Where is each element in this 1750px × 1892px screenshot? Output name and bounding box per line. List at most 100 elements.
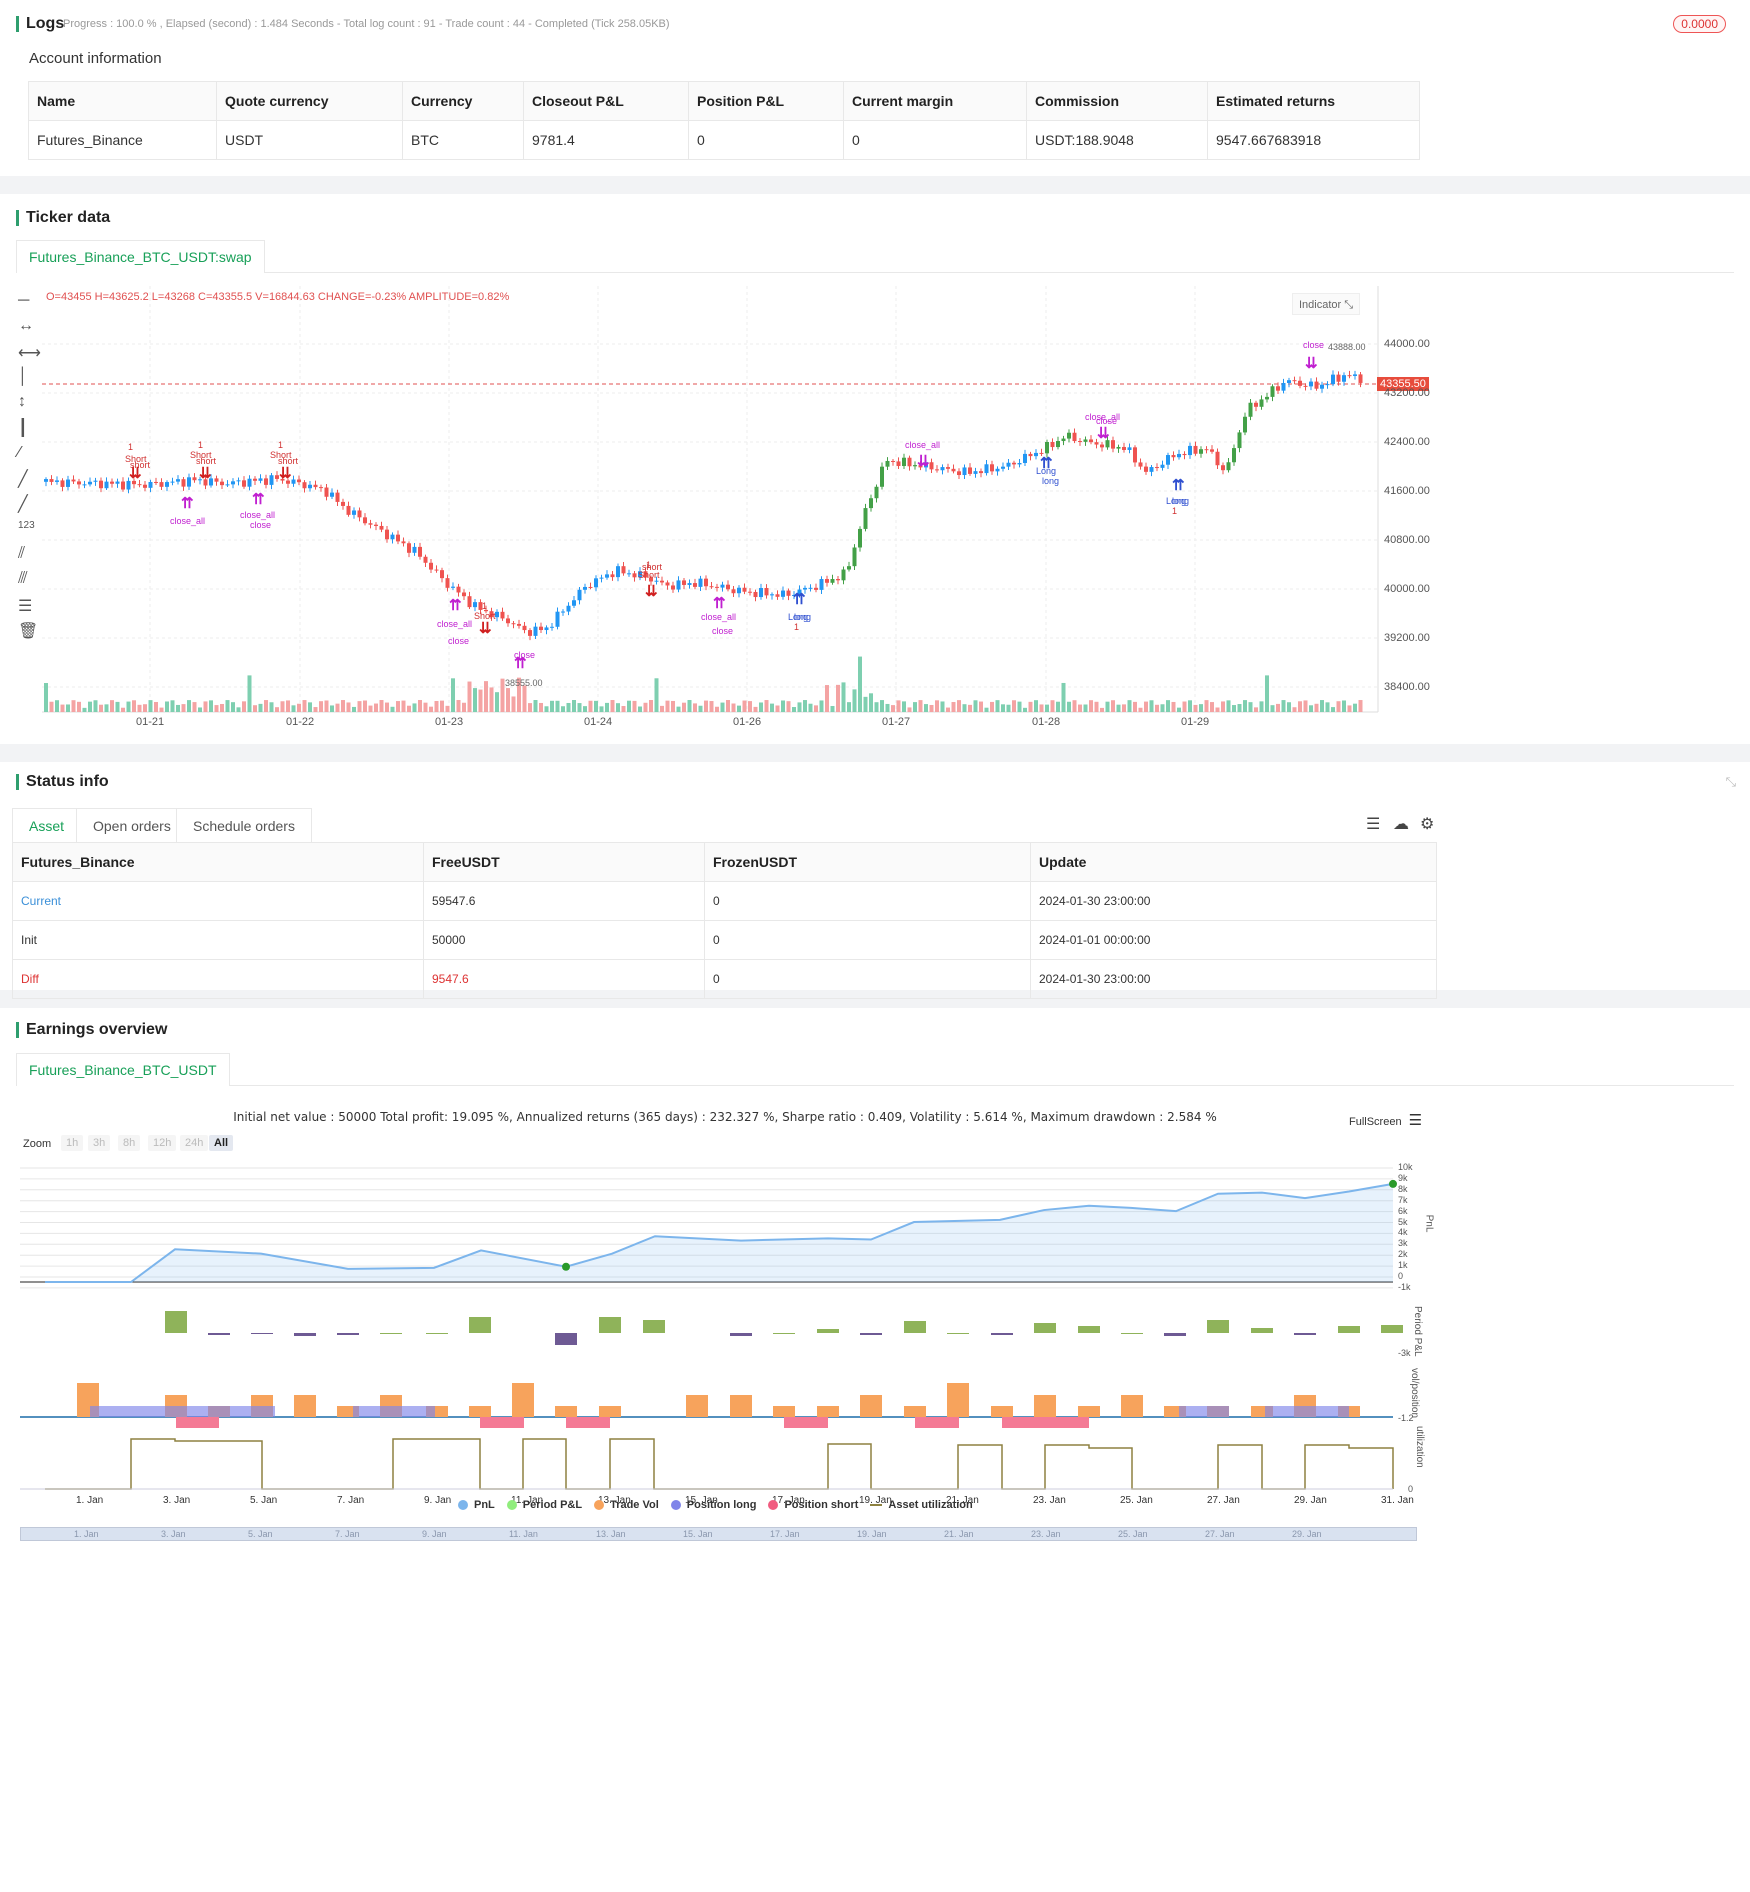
trade-vol-bar [817,1406,839,1417]
zoom-button-8h[interactable]: 8h [118,1135,141,1151]
signal-arrow-icon: ⇈ [1172,477,1185,494]
volume-bar [341,700,345,712]
volume-bar [1100,707,1104,712]
volume-bar [346,702,351,712]
trend-line-icon[interactable]: ⁄ [18,444,21,461]
candle-body [214,478,219,482]
candle-body [143,484,147,488]
candle-body [1012,462,1016,465]
volume-bar [1281,700,1286,712]
volume-bar [748,701,752,712]
tab-schedule-orders[interactable]: Schedule orders [176,808,312,843]
download-icon[interactable]: ☁ [1393,816,1409,833]
volume-bar [1083,704,1088,712]
volume-bar [1182,701,1187,712]
candle-body [1001,466,1005,469]
candle-body [77,481,81,485]
tab-asset[interactable]: Asset [12,808,82,843]
candle-body [660,580,664,583]
cell: 9781.4 [523,120,689,160]
period-pnl-bar [208,1333,230,1335]
trash-icon[interactable]: 🗑 [18,623,39,640]
price-tick: 39200.00 [1384,632,1430,644]
candle-body [753,591,758,598]
horizontal-segment-icon[interactable]: ⟷ [18,345,41,362]
position-short-bar [566,1417,610,1428]
legend-item[interactable]: Asset utilization [870,1499,973,1511]
candle-body [1089,439,1093,443]
volume-bar [660,705,664,712]
gear-icon[interactable]: ⚙ [1420,816,1435,833]
candle-body [1298,380,1302,386]
navigator-scrollbar[interactable] [20,1527,1417,1541]
vertical-ray-icon[interactable]: ↕ [18,393,26,410]
zoom-button-3h[interactable]: 3h [88,1135,111,1151]
candle-body [968,467,972,474]
ray-line-icon[interactable]: ╱ [18,471,28,488]
volume-bar [1012,700,1016,712]
volume-bar [594,700,598,712]
cell: 9547.667683918 [1207,120,1420,160]
parallel-line-icon[interactable]: ⫽ [18,545,26,562]
candle-body [550,626,554,628]
volume-bar [1347,705,1352,712]
legend-item[interactable]: Trade Vol [594,1499,659,1511]
candle-body [572,600,576,606]
price-line-icon[interactable]: 123 [18,520,35,531]
segment-line-icon[interactable]: ╱ [18,496,28,513]
candle-body [1050,442,1055,448]
zoom-button-All[interactable]: All [209,1135,234,1151]
period-pnl-bar [1381,1325,1403,1333]
nav-date-tick: 25. Jan [1118,1529,1148,1539]
zoom-button-24h[interactable]: 24h [180,1135,209,1151]
tab-open-orders[interactable]: Open orders [76,808,188,843]
candle-body [698,578,703,587]
vertical-segment-icon[interactable]: ┃ [18,420,28,437]
collapse-icon[interactable]: ⤡ [1725,774,1736,789]
candle-body [231,481,235,485]
legend-label: Period P&L [522,1499,583,1511]
grid-lines-icon[interactable]: ☰ [18,598,33,615]
volume-bar [423,702,428,712]
indicator-button[interactable]: Indicator ⤡ [1292,293,1361,315]
volume-bar [170,700,175,712]
volume-bar [924,704,928,712]
list-icon[interactable]: ☰ [1366,816,1381,833]
tab-ticker-symbol[interactable]: Futures_Binance_BTC_USDT:swap [16,240,265,273]
horizontal-line-icon[interactable]: ─ [18,292,30,309]
col-exchange: Futures_Binance [12,842,424,882]
volume-bar [137,704,142,712]
legend-item[interactable]: PnL [458,1499,495,1511]
volume-bar [1017,701,1022,712]
fullscreen-button[interactable]: FullScreen ☰ [1349,1111,1422,1129]
period-pnl-bar [1294,1333,1316,1335]
period-pnl-bar [947,1333,969,1334]
util-axis-label: utilization [1414,1426,1425,1468]
legend-item[interactable]: Position long [670,1499,756,1511]
vertical-line-icon[interactable]: │ [18,368,28,385]
pnl-tick: 7k [1398,1194,1408,1205]
horizontal-ray-icon[interactable]: ↔ [18,317,34,334]
candle-body [957,471,961,476]
volume-bar [1226,700,1231,712]
zoom-button-1h[interactable]: 1h [61,1135,84,1151]
candle-body [511,623,516,625]
volume-bar [115,701,120,712]
candle-body [1023,453,1027,464]
fibonacci-icon[interactable]: ⫻ [18,570,28,587]
legend-item[interactable]: Period P&L [506,1499,583,1511]
zoom-button-12h[interactable]: 12h [148,1135,177,1151]
legend-label: Trade Vol [610,1499,659,1511]
period-pnl-bar [1034,1323,1056,1333]
volume-bar [869,693,873,712]
tab-earnings-symbol[interactable]: Futures_Binance_BTC_USDT [16,1053,230,1086]
legend-item[interactable]: Position short [768,1499,858,1511]
signal-label: close [1096,416,1118,426]
candle-body [363,517,367,524]
period-pnl-bar [1121,1333,1143,1334]
cell: 0 [704,881,1031,921]
candle-body [918,465,923,468]
volume-bar [638,706,642,712]
signal-arrow-icon: ⇈ [793,591,806,608]
candle-body [841,569,846,581]
